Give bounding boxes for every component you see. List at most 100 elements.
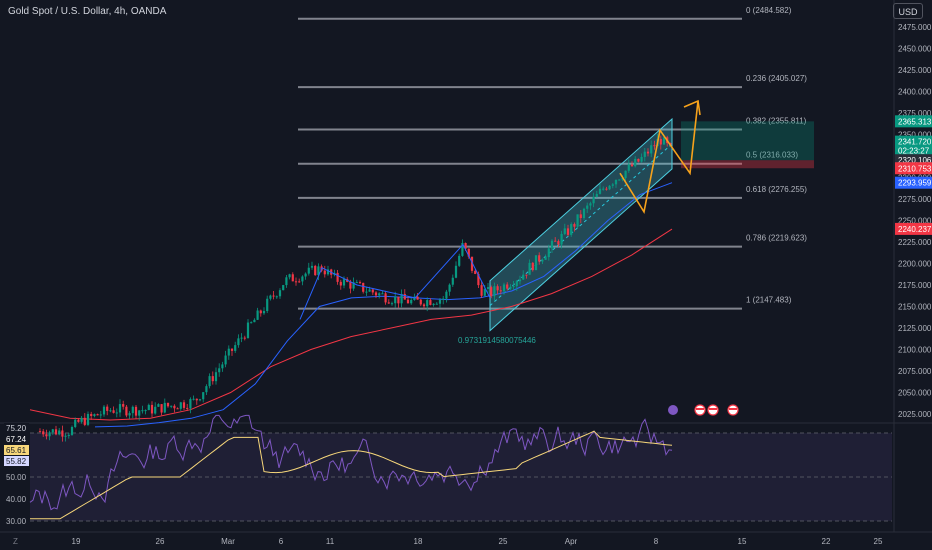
wave-pattern bbox=[299, 243, 491, 320]
candle-body bbox=[605, 188, 608, 190]
symbol-title[interactable]: Gold Spot / U.S. Dollar, 4h, OANDA bbox=[8, 6, 167, 17]
candle-body bbox=[106, 406, 109, 411]
candle-body bbox=[464, 242, 467, 249]
candle-body bbox=[138, 410, 141, 416]
candle-body bbox=[218, 368, 221, 373]
candle-body bbox=[291, 274, 294, 282]
time-tick-label: 6 bbox=[279, 537, 284, 546]
candle-body bbox=[150, 404, 154, 414]
candle-body bbox=[493, 286, 496, 297]
candle-body bbox=[90, 413, 93, 417]
candle-body bbox=[432, 303, 435, 305]
candle-body bbox=[278, 290, 282, 297]
candle-body bbox=[544, 257, 547, 260]
candle-body bbox=[480, 285, 483, 296]
rsi-value-label: 65.61 bbox=[6, 446, 27, 455]
rsi-value-label: 75.20 bbox=[6, 424, 27, 433]
candle-body bbox=[659, 138, 662, 145]
candle-body bbox=[131, 406, 134, 414]
candle-body bbox=[243, 337, 246, 339]
candle-body bbox=[451, 277, 454, 285]
candle-body bbox=[147, 404, 150, 411]
candle-body bbox=[128, 413, 131, 416]
candle-body bbox=[592, 197, 595, 204]
zoom-button[interactable]: Z bbox=[13, 537, 18, 546]
candle-body bbox=[371, 289, 374, 293]
price-label: 2365.313 bbox=[898, 117, 932, 126]
price-tick-label: 2450.000 bbox=[898, 45, 932, 54]
candle-body bbox=[627, 164, 630, 171]
candle-body bbox=[262, 311, 266, 314]
candle-body bbox=[394, 296, 397, 304]
candle-body bbox=[515, 281, 518, 287]
candle-body bbox=[275, 296, 278, 298]
price-label: 2320.106 bbox=[898, 156, 932, 165]
candle-body bbox=[390, 303, 394, 305]
candle-body bbox=[422, 304, 426, 307]
candle-body bbox=[118, 404, 122, 413]
candle-body bbox=[598, 188, 602, 194]
candle-body bbox=[650, 145, 653, 154]
candle-body bbox=[74, 419, 77, 427]
candle-body bbox=[483, 288, 486, 296]
candle-body bbox=[298, 281, 301, 283]
candle-body bbox=[413, 296, 416, 300]
rsi-tick-label: 50.00 bbox=[6, 473, 27, 482]
candle-body bbox=[400, 293, 403, 304]
price-tick-label: 2075.000 bbox=[898, 367, 932, 376]
candle-body bbox=[403, 293, 406, 300]
candle-body bbox=[112, 410, 115, 413]
candle-body bbox=[58, 430, 61, 435]
candle-body bbox=[538, 255, 541, 262]
candle-body bbox=[531, 262, 534, 271]
lightning-icon bbox=[668, 405, 678, 415]
price-tick-label: 2175.000 bbox=[898, 281, 932, 290]
candle-body bbox=[122, 404, 125, 407]
target-zone bbox=[681, 121, 814, 161]
time-tick-label: 25 bbox=[499, 537, 508, 546]
candle-body bbox=[227, 348, 230, 356]
candle-body bbox=[186, 407, 189, 409]
price-tick-label: 2350.000 bbox=[898, 131, 932, 140]
candle-body bbox=[224, 355, 227, 365]
rsi-tick-label: 30.00 bbox=[6, 517, 27, 526]
currency-button[interactable]: USD bbox=[893, 3, 923, 19]
candle-body bbox=[560, 233, 563, 245]
us-flag-stripe bbox=[729, 408, 737, 410]
candle-body bbox=[458, 255, 461, 266]
time-tick-label: 11 bbox=[326, 537, 335, 546]
candle-body bbox=[134, 406, 138, 416]
price-label-bg bbox=[895, 115, 932, 128]
candle-body bbox=[362, 282, 365, 292]
fib-level-label: 0.618 (2276.255) bbox=[746, 185, 807, 194]
candle-body bbox=[477, 273, 480, 286]
candle-body bbox=[554, 240, 557, 242]
candle-body bbox=[621, 178, 624, 180]
candle-body bbox=[490, 287, 493, 297]
candle-body bbox=[528, 262, 531, 275]
candle-body bbox=[410, 299, 413, 304]
price-tick-label: 2225.000 bbox=[898, 238, 932, 247]
price-label-bg bbox=[895, 162, 932, 175]
price-tick-label: 2125.000 bbox=[898, 324, 932, 333]
candle-body bbox=[205, 386, 208, 393]
candle-body bbox=[499, 290, 502, 292]
candle-body bbox=[387, 302, 390, 304]
candle-body bbox=[179, 402, 182, 409]
candle-body bbox=[253, 319, 256, 323]
fib-level-label: 0 (2484.582) bbox=[746, 6, 792, 15]
candle-body bbox=[579, 214, 582, 219]
candle-body bbox=[304, 273, 307, 277]
time-tick-label: Mar bbox=[221, 537, 235, 546]
candle-body bbox=[109, 410, 112, 412]
candle-body bbox=[509, 286, 512, 289]
candle-body bbox=[426, 300, 429, 307]
candle-body bbox=[51, 429, 54, 433]
price-label: 2240.237 bbox=[898, 225, 932, 234]
candle-body bbox=[486, 287, 490, 289]
time-tick-label: 26 bbox=[156, 537, 165, 546]
candle-body bbox=[64, 435, 67, 437]
candle-body bbox=[314, 265, 317, 276]
rsi-value-label: 67.24 bbox=[6, 435, 27, 444]
